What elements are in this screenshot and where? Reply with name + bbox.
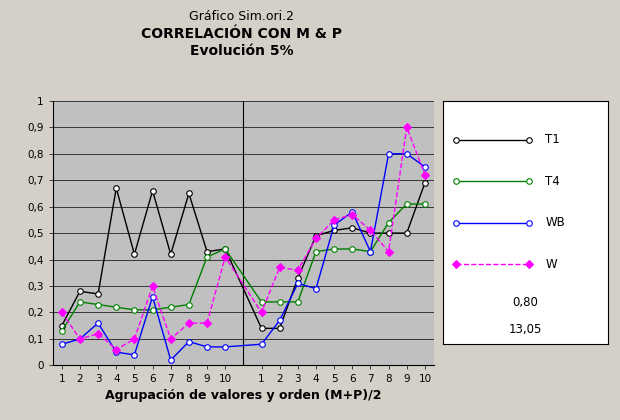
Text: CORRELACIÓN CON M & P: CORRELACIÓN CON M & P xyxy=(141,27,342,41)
Text: WB: WB xyxy=(545,216,565,229)
Text: 0,80: 0,80 xyxy=(513,297,538,310)
Text: 13,05: 13,05 xyxy=(509,323,542,336)
Text: T1: T1 xyxy=(545,133,560,146)
Text: W: W xyxy=(545,257,557,270)
X-axis label: Agrupación de valores y orden (M+P)/2: Agrupación de valores y orden (M+P)/2 xyxy=(105,388,381,402)
Text: T4: T4 xyxy=(545,175,560,188)
Text: Gráfico Sim.ori.2: Gráfico Sim.ori.2 xyxy=(189,10,294,24)
Text: Evolución 5%: Evolución 5% xyxy=(190,44,294,58)
